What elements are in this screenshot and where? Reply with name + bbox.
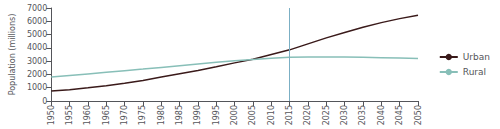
svg-text:2025: 2025: [322, 105, 331, 125]
svg-text:3000: 3000: [27, 57, 47, 66]
svg-text:2000: 2000: [27, 70, 47, 79]
svg-text:1990: 1990: [193, 105, 202, 125]
svg-text:1950: 1950: [47, 105, 56, 125]
svg-text:2035: 2035: [358, 105, 367, 125]
svg-text:1955: 1955: [65, 105, 74, 125]
svg-text:2020: 2020: [303, 105, 312, 125]
svg-text:1975: 1975: [138, 105, 147, 125]
svg-text:6000: 6000: [27, 17, 47, 26]
svg-text:2045: 2045: [395, 105, 404, 125]
svg-text:2005: 2005: [248, 105, 257, 125]
svg-text:1995: 1995: [212, 105, 221, 125]
svg-text:2050: 2050: [414, 105, 423, 125]
svg-text:2000: 2000: [230, 105, 239, 125]
svg-text:0: 0: [42, 97, 47, 106]
svg-text:7000: 7000: [27, 4, 47, 13]
svg-text:Urban: Urban: [463, 52, 490, 62]
svg-text:Population (millions): Population (millions): [8, 14, 17, 96]
svg-text:1980: 1980: [157, 105, 166, 125]
svg-text:Rural: Rural: [463, 67, 486, 77]
svg-text:2010: 2010: [267, 105, 276, 125]
svg-text:4000: 4000: [27, 43, 47, 52]
svg-text:2030: 2030: [340, 105, 349, 125]
svg-text:5000: 5000: [27, 30, 47, 39]
svg-text:1970: 1970: [120, 105, 129, 125]
svg-text:1000: 1000: [27, 83, 47, 92]
svg-text:2040: 2040: [377, 105, 386, 125]
svg-text:1965: 1965: [102, 105, 111, 125]
svg-text:1960: 1960: [83, 105, 92, 125]
svg-text:2015: 2015: [285, 105, 294, 125]
svg-text:1985: 1985: [175, 105, 184, 125]
